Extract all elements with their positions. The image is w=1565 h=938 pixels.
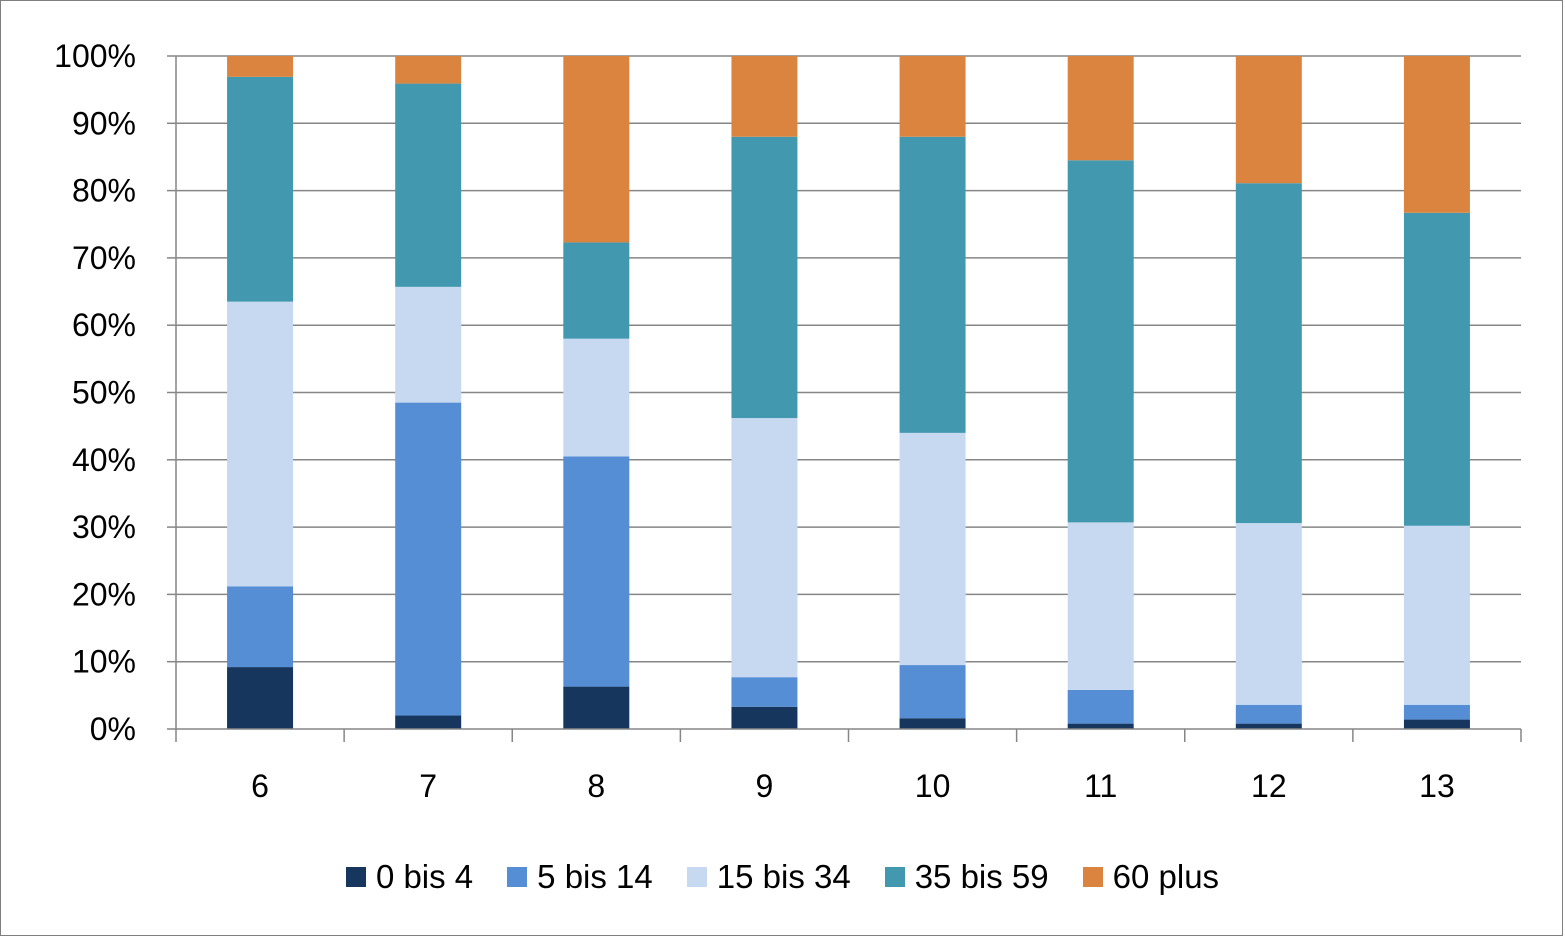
x-tick-label: 6: [251, 768, 269, 804]
bar-segment: [731, 706, 798, 729]
bar-segment: [899, 136, 966, 433]
bar-segment: [1403, 56, 1470, 213]
bar-segment: [563, 686, 630, 729]
y-tick-label: 30%: [72, 509, 136, 545]
bar-segment: [1403, 704, 1470, 720]
bar-segment: [731, 418, 798, 678]
bar-segment: [899, 665, 966, 719]
legend-swatch: [345, 867, 366, 887]
y-tick-label: 50%: [72, 375, 136, 411]
bar-segment: [227, 76, 294, 302]
legend-item: 15 bis 34: [686, 858, 851, 896]
y-tick-label: 0%: [90, 711, 136, 747]
x-tick-labels: 6 7 8 9 10 11 12 13: [251, 768, 1455, 804]
bar-segment: [1403, 212, 1470, 526]
legend-item: 35 bis 59: [884, 858, 1049, 896]
y-tick-label: 60%: [72, 307, 136, 343]
bar-stack-13: [1403, 56, 1470, 729]
bar-segment: [1403, 525, 1470, 705]
bar-segment: [395, 56, 462, 84]
legend-item: 60 plus: [1082, 858, 1220, 896]
bar-segment: [563, 242, 630, 339]
y-tick-label: 90%: [72, 105, 136, 141]
bar-segment: [1235, 704, 1302, 724]
bar-segment: [563, 338, 630, 457]
y-tick-label: 100%: [54, 38, 136, 74]
bar-segment: [395, 83, 462, 287]
gridlines: [176, 55, 1521, 663]
bar-segment: [395, 715, 462, 729]
bar-segment: [395, 286, 462, 403]
legend: 0 bis 4 5 bis 14 15 bis 34 35 bis 59 60 plus: [0, 852, 1565, 902]
bar-segment: [1235, 56, 1302, 184]
x-tick-label: 12: [1251, 768, 1287, 804]
bar-segment: [731, 136, 798, 419]
bar-segment: [731, 56, 798, 137]
y-tick-label: 70%: [72, 240, 136, 276]
bar-segment: [563, 56, 630, 243]
y-tick-label: 10%: [72, 644, 136, 680]
bar-segment: [1403, 719, 1470, 729]
legend-label: 60 plus: [1112, 858, 1220, 895]
bar-segment: [1235, 523, 1302, 705]
x-tick-label: 8: [587, 768, 605, 804]
legend-swatch: [507, 867, 528, 887]
bar-segment: [1067, 723, 1134, 729]
bar-segment: [1067, 689, 1134, 724]
bar-segment: [227, 301, 294, 587]
bar-stack-7: [395, 56, 462, 729]
bar-stack-10: [899, 56, 966, 729]
x-tick-label: 9: [756, 768, 774, 804]
bar-segment: [1067, 56, 1134, 161]
x-tick-label: 10: [915, 768, 951, 804]
axes: [167, 55, 1522, 742]
bar-segment: [899, 432, 966, 666]
bar-segment: [1067, 522, 1134, 690]
legend-label: 0 bis 4: [375, 858, 474, 895]
bar-stack-8: [563, 56, 630, 729]
bar-segment: [227, 56, 294, 77]
bar-stack-9: [731, 56, 798, 729]
bar-segment: [395, 402, 462, 716]
bar-stack-6: [227, 56, 294, 729]
y-tick-labels: 0% 10% 20% 30% 40% 50% 60% 70% 80% 90% 100%: [54, 38, 136, 747]
legend-item: 5 bis 14: [507, 858, 653, 896]
bar-segment: [1235, 183, 1302, 524]
legend-swatch: [686, 867, 707, 887]
legend-label: 5 bis 14: [537, 858, 653, 895]
legend-swatch: [884, 867, 905, 887]
x-tick-label: 7: [419, 768, 437, 804]
y-tick-label: 20%: [72, 576, 136, 612]
bar-segment: [731, 677, 798, 707]
bar-segment: [899, 718, 966, 729]
x-tick-label: 13: [1419, 768, 1455, 804]
bar-segment: [899, 56, 966, 137]
bar-segment: [563, 456, 630, 687]
legend-item: 0 bis 4: [345, 858, 474, 896]
bar-segment: [1235, 723, 1302, 729]
bar-stacks: [227, 56, 1470, 729]
y-tick-label: 80%: [72, 173, 136, 209]
bar-segment: [227, 667, 294, 729]
bar-segment: [1067, 160, 1134, 523]
legend-swatch: [1082, 867, 1103, 887]
legend-label: 15 bis 34: [716, 858, 851, 895]
x-tick-label: 11: [1084, 768, 1117, 804]
y-tick-label: 40%: [72, 442, 136, 478]
bar-stack-11: [1067, 56, 1134, 729]
bar-stack-12: [1235, 56, 1302, 729]
bar-segment: [227, 586, 294, 668]
legend-label: 35 bis 59: [914, 858, 1049, 895]
